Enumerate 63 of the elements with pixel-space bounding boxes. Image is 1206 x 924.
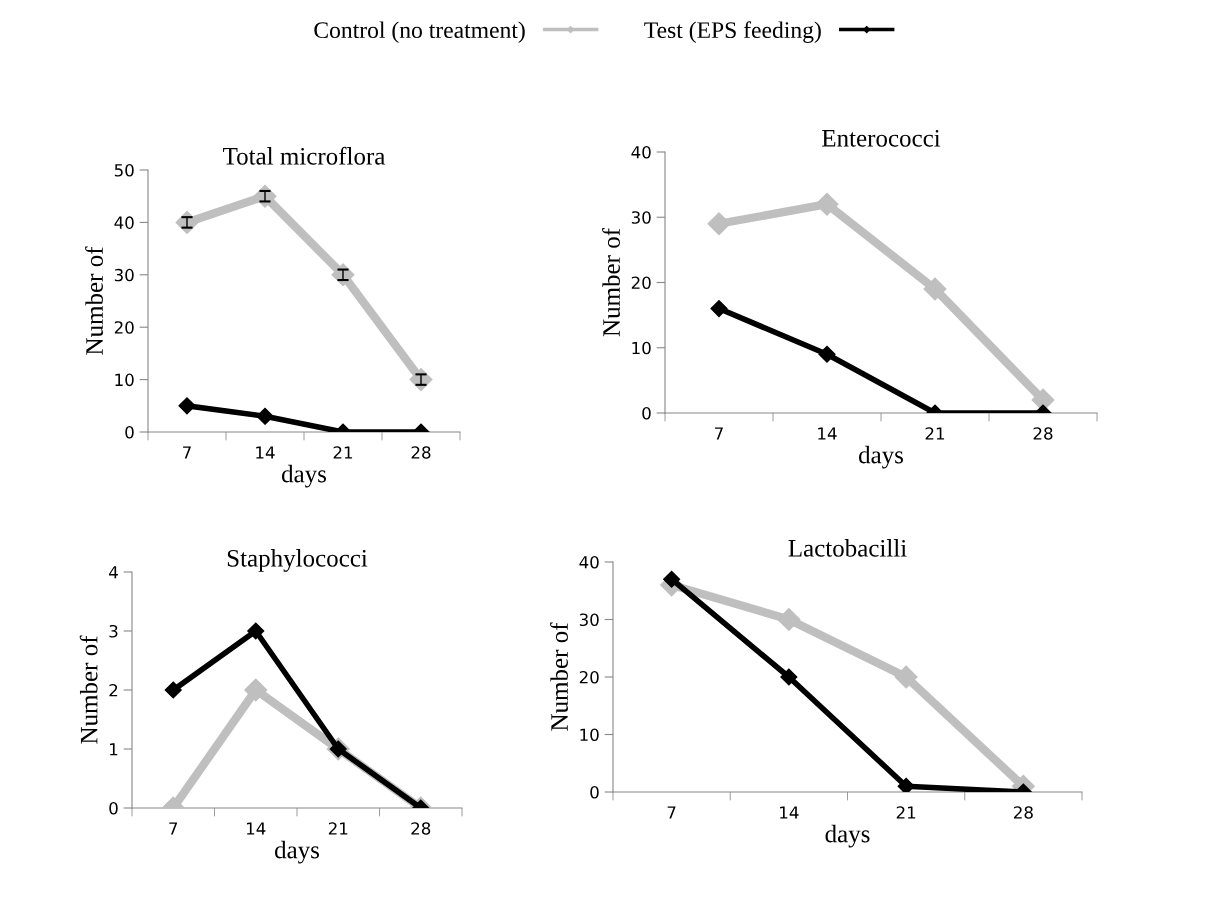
point [818, 345, 836, 363]
x-tick-label: 14 [780, 806, 799, 819]
y-tick-label: 30 [114, 268, 134, 282]
point [894, 665, 918, 689]
chart-title: Lactobacilli [788, 539, 907, 557]
x-tick-label: 28 [411, 446, 431, 459]
legend-label: Control (no treatment) [314, 21, 525, 43]
y-tick-label: 40 [579, 555, 599, 569]
y-tick-label: 10 [580, 728, 599, 742]
point [897, 777, 915, 792]
x-tick-label: 7 [169, 822, 178, 835]
y-tick-label: 30 [631, 211, 651, 224]
x-tick-label: 21 [896, 806, 916, 819]
x-tick-label: 21 [333, 446, 353, 459]
point [815, 192, 839, 216]
x-tick-label: 21 [925, 427, 945, 440]
point [178, 397, 196, 415]
x-tick-label: 21 [328, 822, 348, 835]
x-tick-label: 28 [1013, 806, 1033, 819]
chart-title: Enterococci [822, 129, 941, 147]
y-axis-title: Number of [602, 228, 620, 337]
point [923, 277, 947, 301]
point [710, 300, 728, 318]
y-tick-label: 40 [631, 145, 651, 159]
point [777, 608, 801, 631]
legend-label: Test (EPS feeding) [644, 21, 821, 43]
y-tick-label: 0 [125, 425, 134, 439]
x-tick-label: 14 [246, 822, 266, 835]
y-axis-title: Number of [79, 635, 98, 744]
y-tick-label: 0 [109, 801, 118, 815]
x-tick-label: 7 [183, 446, 191, 459]
y-tick-label: 30 [579, 613, 599, 627]
x-tick-label: 28 [1033, 427, 1053, 440]
y-tick-label: 10 [115, 373, 134, 387]
x-tick-label: 7 [715, 427, 723, 440]
y-tick-label: 10 [632, 341, 651, 355]
x-tick-label: 14 [256, 446, 275, 459]
y-tick-label: 4 [109, 566, 118, 579]
y-tick-label: 1 [110, 743, 118, 756]
point [707, 212, 731, 236]
x-axis-title: days [274, 840, 320, 864]
y-axis-title: Number of [550, 622, 568, 731]
x-tick-label: 7 [667, 806, 676, 819]
y-tick-label: 20 [579, 670, 599, 684]
y-tick-label: 20 [631, 276, 651, 290]
y-tick-label: 20 [114, 321, 134, 334]
x-tick-label: 28 [411, 822, 431, 835]
y-tick-label: 3 [109, 624, 118, 638]
x-axis-title: days [825, 824, 870, 848]
y-tick-label: 0 [590, 785, 599, 799]
y-tick-label: 0 [642, 406, 651, 420]
chart-title: Staphylococci [227, 549, 368, 572]
y-tick-label: 50 [114, 163, 134, 177]
y-tick-label: 2 [109, 683, 118, 697]
x-axis-title: days [858, 445, 904, 469]
chart-title: Total microflora [223, 146, 386, 165]
point [663, 570, 681, 588]
point [780, 668, 798, 686]
y-tick-label: 40 [114, 216, 134, 229]
y-axis-title: Number of [85, 246, 103, 355]
x-axis-title: days [281, 464, 327, 488]
x-tick-label: 14 [818, 427, 837, 440]
point [256, 407, 274, 425]
